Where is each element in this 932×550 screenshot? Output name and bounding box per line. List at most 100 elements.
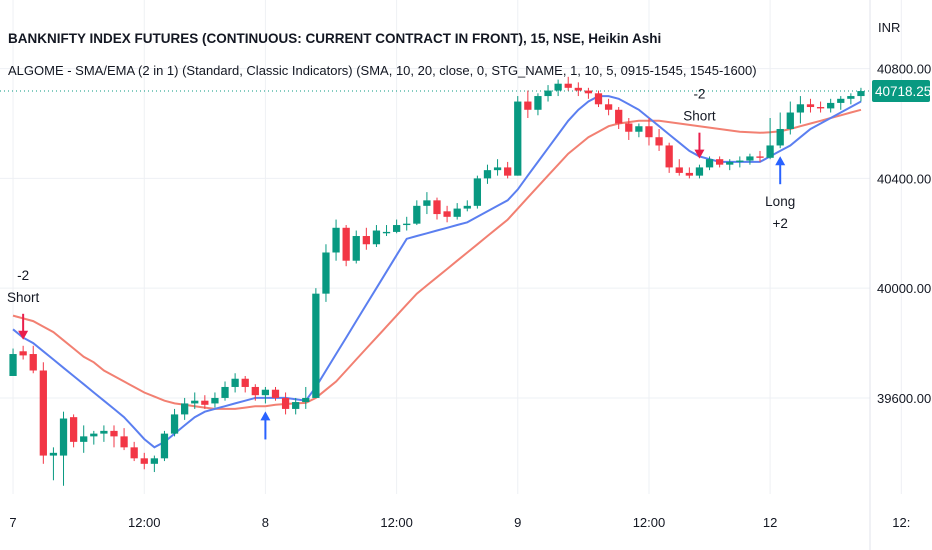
candle-body xyxy=(726,161,734,165)
candles[interactable] xyxy=(9,76,865,486)
candle-body xyxy=(504,167,512,176)
candle xyxy=(574,82,582,97)
candle xyxy=(312,288,320,398)
candle xyxy=(201,395,209,409)
candle xyxy=(160,430,169,462)
candle xyxy=(9,348,17,376)
candle-body xyxy=(342,227,350,261)
candle-body xyxy=(110,430,118,437)
candle-body xyxy=(554,83,562,91)
candle-body xyxy=(362,236,370,245)
last-price-tag-bg xyxy=(872,80,930,102)
candle-body xyxy=(170,414,179,434)
candle-body xyxy=(806,104,815,108)
candle xyxy=(655,128,663,151)
candle xyxy=(554,79,562,97)
candle xyxy=(120,428,128,451)
candle-body xyxy=(413,205,421,224)
candle-body xyxy=(19,351,27,356)
candle xyxy=(302,386,310,409)
x-tick-label: 12:00 xyxy=(128,515,161,530)
candle xyxy=(766,118,774,160)
candle xyxy=(59,411,68,486)
candle xyxy=(90,430,98,445)
signal-value-label: -2 xyxy=(693,87,705,102)
candle xyxy=(413,200,421,226)
candle xyxy=(635,123,643,138)
ema-series xyxy=(12,108,862,410)
candle xyxy=(29,345,37,374)
candle xyxy=(241,375,249,393)
candle xyxy=(665,142,673,173)
candle-body xyxy=(837,98,845,103)
candle xyxy=(816,101,825,113)
candle xyxy=(49,447,58,481)
candle-body xyxy=(847,96,855,99)
candle xyxy=(392,219,401,234)
candle xyxy=(685,167,693,179)
candle-body xyxy=(635,126,643,132)
candle-body xyxy=(736,160,744,162)
x-tick-label: 12:00 xyxy=(633,515,666,530)
candle-body xyxy=(29,354,37,371)
signals: -2 Short -2 Short Long +2 xyxy=(7,87,795,440)
candle xyxy=(736,156,744,168)
candle-body xyxy=(231,378,239,387)
candle xyxy=(534,93,542,116)
candle-body xyxy=(160,433,169,459)
candle-body xyxy=(140,458,148,464)
candle-body xyxy=(746,156,754,161)
candle xyxy=(342,225,350,267)
candle xyxy=(352,230,360,264)
signal-value-label: -2 xyxy=(17,268,29,283)
candle xyxy=(857,87,865,102)
y-tick-label: 40400.00 xyxy=(877,171,931,186)
candle xyxy=(837,96,845,110)
candle xyxy=(504,161,512,179)
candle xyxy=(756,150,764,162)
candle xyxy=(271,386,280,401)
time-axis[interactable]: 7 12:00 8 12:00 9 12:00 12 12: xyxy=(9,515,910,530)
candle xyxy=(564,76,572,91)
candle-body xyxy=(181,403,189,415)
signal-side-label: Long xyxy=(765,194,795,209)
chart-title: BANKNIFTY INDEX FUTURES (CONTINUOUS: CUR… xyxy=(8,31,661,46)
candle-body xyxy=(251,386,259,396)
candle xyxy=(181,397,189,420)
candle-body xyxy=(120,436,128,448)
x-tick-label: 12:00 xyxy=(380,515,413,530)
candle-body xyxy=(392,225,401,232)
candle xyxy=(615,107,623,129)
candle xyxy=(191,392,199,409)
candle-body xyxy=(39,370,47,456)
candle xyxy=(382,225,391,237)
candle-body xyxy=(615,109,623,124)
candle-body xyxy=(382,231,391,234)
candle-body xyxy=(604,104,613,110)
candle xyxy=(332,219,340,261)
candle-body xyxy=(453,208,461,217)
candle-body xyxy=(352,236,360,261)
candle-body xyxy=(150,458,158,464)
candle xyxy=(261,386,270,404)
indicator-legend[interactable]: ALGOME - SMA/EMA (2 in 1) (Standard, Cla… xyxy=(8,63,757,78)
candle-body xyxy=(493,167,502,171)
candle xyxy=(806,98,815,113)
price-axis[interactable]: 39600.00 40000.00 40400.00 40800.00 xyxy=(877,62,931,406)
candle xyxy=(695,164,704,179)
candle xyxy=(221,381,229,401)
candle xyxy=(796,96,805,124)
candle-body xyxy=(756,156,764,158)
candle-body xyxy=(625,123,633,132)
long-arrowhead-icon xyxy=(260,411,271,421)
candle xyxy=(675,159,683,176)
signal-long: Long +2 xyxy=(765,156,795,231)
candle-body xyxy=(827,102,835,109)
candle-body xyxy=(281,397,290,409)
candle-body xyxy=(332,227,340,253)
candle xyxy=(483,164,492,184)
candle-body xyxy=(201,400,209,405)
candle xyxy=(705,156,714,171)
candle xyxy=(372,225,381,247)
